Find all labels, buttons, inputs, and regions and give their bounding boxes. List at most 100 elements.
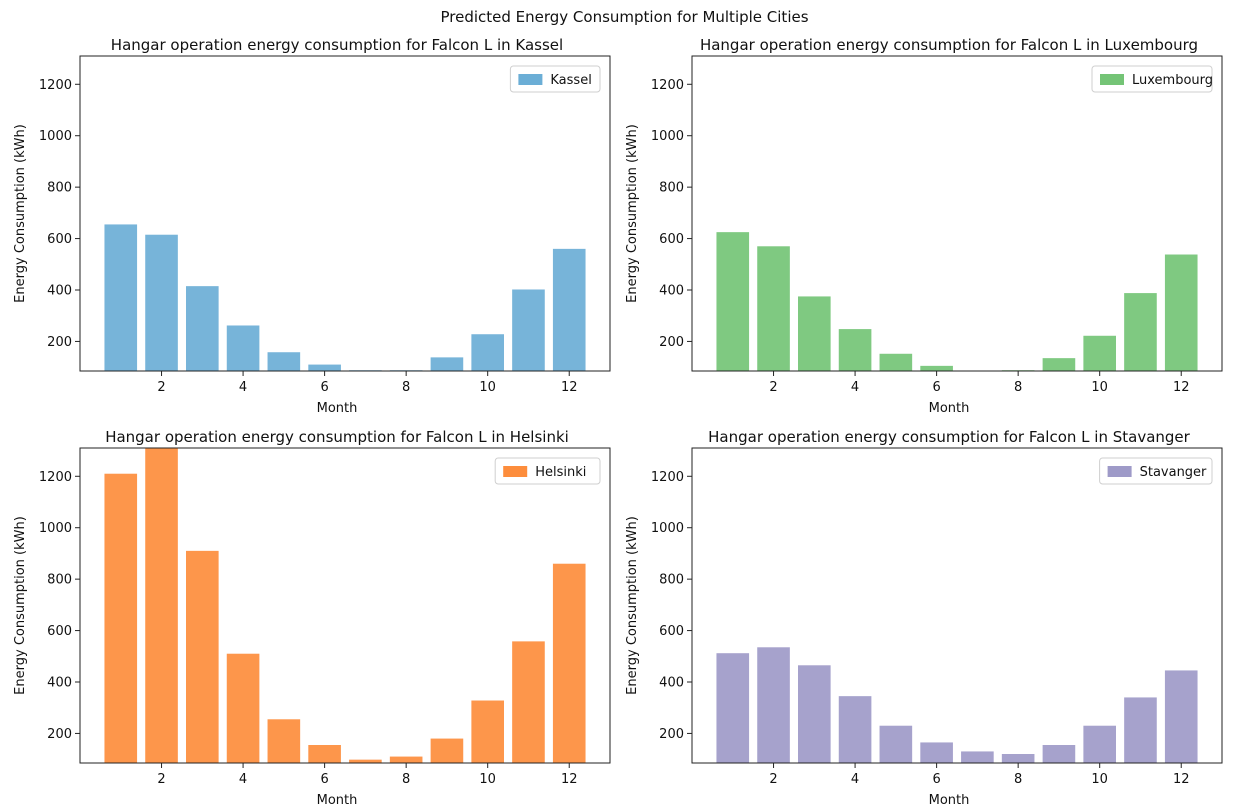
bar [1164,670,1198,763]
bar [267,352,301,371]
x-tick-label: 8 [402,772,410,787]
chart-title: Hangar operation energy consumption for … [111,36,563,54]
x-tick-label: 12 [1173,772,1190,787]
chart-title: Hangar operation energy consumption for … [105,428,569,446]
bar [1001,754,1035,763]
legend: Luxembourg [1091,65,1213,93]
chart-svg: Hangar operation energy consumption for … [13,36,611,416]
x-tick-label: 6 [932,772,940,787]
y-tick-label: 1200 [651,78,684,93]
y-tick-label: 800 [659,181,684,196]
bar [226,325,260,371]
bar [1083,725,1116,763]
x-tick-label: 2 [157,380,165,395]
y-axis-label: Energy Consumption (kWh) [625,124,640,303]
legend-box [1091,65,1213,93]
x-tick-label: 10 [1091,772,1108,787]
y-tick-label: 800 [47,181,72,196]
bar [961,751,994,763]
y-axis-label: Energy Consumption (kWh) [13,124,28,303]
y-tick-label: 600 [659,624,684,639]
bar [920,365,953,371]
bar [552,563,586,763]
bar [1042,745,1076,763]
x-tick-label: 4 [239,380,247,395]
y-axis-label: Energy Consumption (kWh) [625,516,640,695]
x-tick-label: 2 [769,380,777,395]
y-tick-label: 600 [47,232,72,247]
bar [267,719,301,763]
y-tick-label: 400 [659,676,684,691]
bar [838,696,872,763]
bar [716,232,750,371]
legend-swatch [503,466,528,477]
legend-swatch [1107,466,1132,477]
y-tick-label: 800 [659,573,684,588]
y-tick-label: 1000 [651,521,684,536]
axes-frame [691,447,1223,764]
y-tick-label: 1200 [651,470,684,485]
axes-frame [79,447,611,764]
x-tick-label: 12 [1173,380,1190,395]
bar [471,334,504,371]
axes-frame [691,55,1223,372]
bar [716,653,750,763]
bar [512,289,545,371]
x-tick-label: 8 [1014,772,1022,787]
chart-title: Hangar operation energy consumption for … [700,36,1198,54]
bar [471,700,504,763]
chart-svg: Hangar operation energy consumption for … [625,36,1223,416]
y-tick-label: 600 [659,232,684,247]
legend-label: Luxembourg [1132,73,1213,88]
bar [798,296,831,371]
x-axis-label: Month [317,401,358,416]
bar [145,234,178,371]
y-tick-label: 1000 [651,129,684,144]
bar [512,641,545,763]
bar [186,286,219,371]
legend-label: Kassel [550,73,591,88]
bar [308,745,341,763]
bar [1042,358,1076,371]
x-tick-label: 10 [479,380,496,395]
legend: Helsinki [494,457,601,485]
y-axis-label: Energy Consumption (kWh) [13,516,28,695]
legend-label: Helsinki [535,465,586,480]
legend-box [494,457,601,485]
chart-panel-stavanger: Hangar operation energy consumption for … [612,422,1224,812]
x-tick-label: 12 [561,772,578,787]
chart-panel-luxembourg: Hangar operation energy consumption for … [612,30,1224,420]
chart-panel-kassel: Hangar operation energy consumption for … [0,30,612,420]
y-tick-label: 600 [47,624,72,639]
bar-group [104,448,586,763]
bar [798,665,831,763]
bar [879,725,913,763]
y-tick-label: 400 [47,284,72,299]
bar [349,759,382,763]
legend: Kassel [509,65,601,93]
bar [226,653,260,763]
bar [757,246,790,371]
x-axis-label: Month [929,401,970,416]
x-tick-label: 10 [1091,380,1108,395]
y-tick-label: 400 [47,676,72,691]
bar [104,473,138,763]
x-tick-label: 6 [320,772,328,787]
bar [838,329,872,371]
figure-title: Predicted Energy Consumption for Multipl… [440,8,809,26]
y-tick-label: 1200 [39,78,72,93]
bar [430,738,464,763]
bar [1124,293,1157,371]
x-tick-label: 4 [851,380,859,395]
bar [552,248,586,371]
bar-group [716,647,1198,763]
bar [920,742,953,763]
axes-frame [79,55,611,372]
x-axis-label: Month [929,793,970,808]
y-tick-label: 800 [47,573,72,588]
y-tick-label: 200 [47,727,72,742]
x-tick-label: 2 [769,772,777,787]
bar-group [716,232,1198,371]
legend-box [1099,457,1213,485]
bar [308,364,341,371]
